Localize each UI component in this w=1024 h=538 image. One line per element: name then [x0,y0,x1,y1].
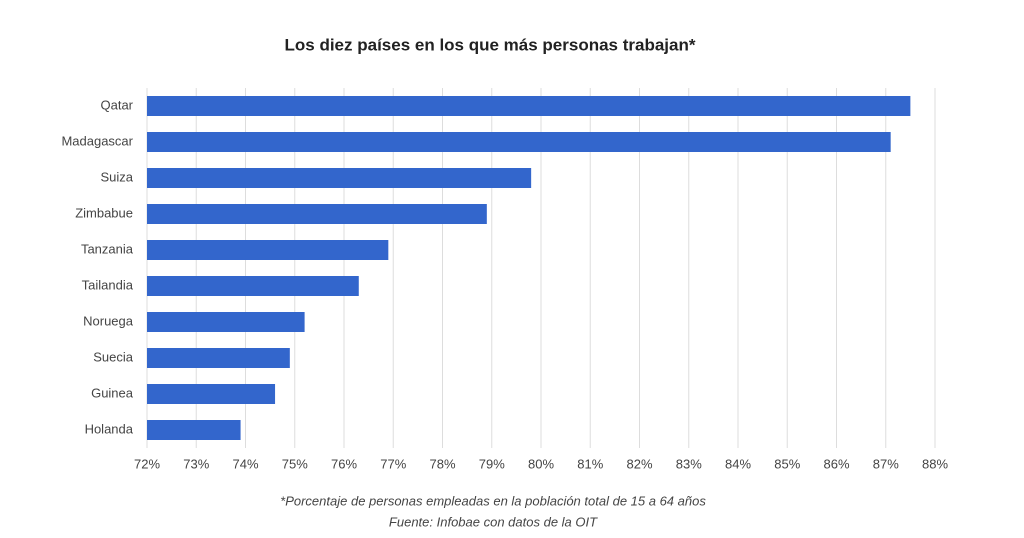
x-tick-label: 88% [922,456,948,471]
x-tick-label: 85% [774,456,800,471]
bar [147,276,359,296]
x-tick-label: 78% [429,456,455,471]
y-tick-label: Tailandia [82,277,134,292]
bar [147,132,891,152]
y-tick-label: Noruega [83,313,134,328]
chart-title: Los diez países en los que más personas … [285,35,696,54]
x-tick-label: 77% [380,456,406,471]
x-tick-label: 76% [331,456,357,471]
bar [147,204,487,224]
source-note: Fuente: Infobae con datos de la OIT [389,514,598,529]
x-tick-label: 84% [725,456,751,471]
bar [147,348,290,368]
y-tick-label: Holanda [85,421,134,436]
x-tick-label: 72% [134,456,160,471]
bar [147,96,911,116]
footnote: *Porcentaje de personas empleadas en la … [280,493,706,508]
bar [147,312,305,332]
x-tick-label: 79% [479,456,505,471]
y-tick-label: Suiza [100,169,133,184]
x-tick-label: 83% [676,456,702,471]
y-tick-label: Tanzania [81,241,134,256]
x-tick-label: 75% [282,456,308,471]
y-tick-label: Zimbabue [75,205,133,220]
y-tick-label: Madagascar [61,133,133,148]
x-tick-label: 73% [183,456,209,471]
bar [147,168,532,188]
y-tick-label: Guinea [91,385,134,400]
x-tick-label: 86% [823,456,849,471]
x-tick-label: 80% [528,456,554,471]
x-tick-label: 74% [232,456,258,471]
y-tick-label: Suecia [93,349,134,364]
bar [147,240,389,260]
bar [147,420,241,440]
x-tick-label: 82% [626,456,652,471]
y-tick-label: Qatar [100,97,133,112]
x-tick-label: 81% [577,456,603,471]
x-tick-label: 87% [873,456,899,471]
bar [147,384,276,404]
